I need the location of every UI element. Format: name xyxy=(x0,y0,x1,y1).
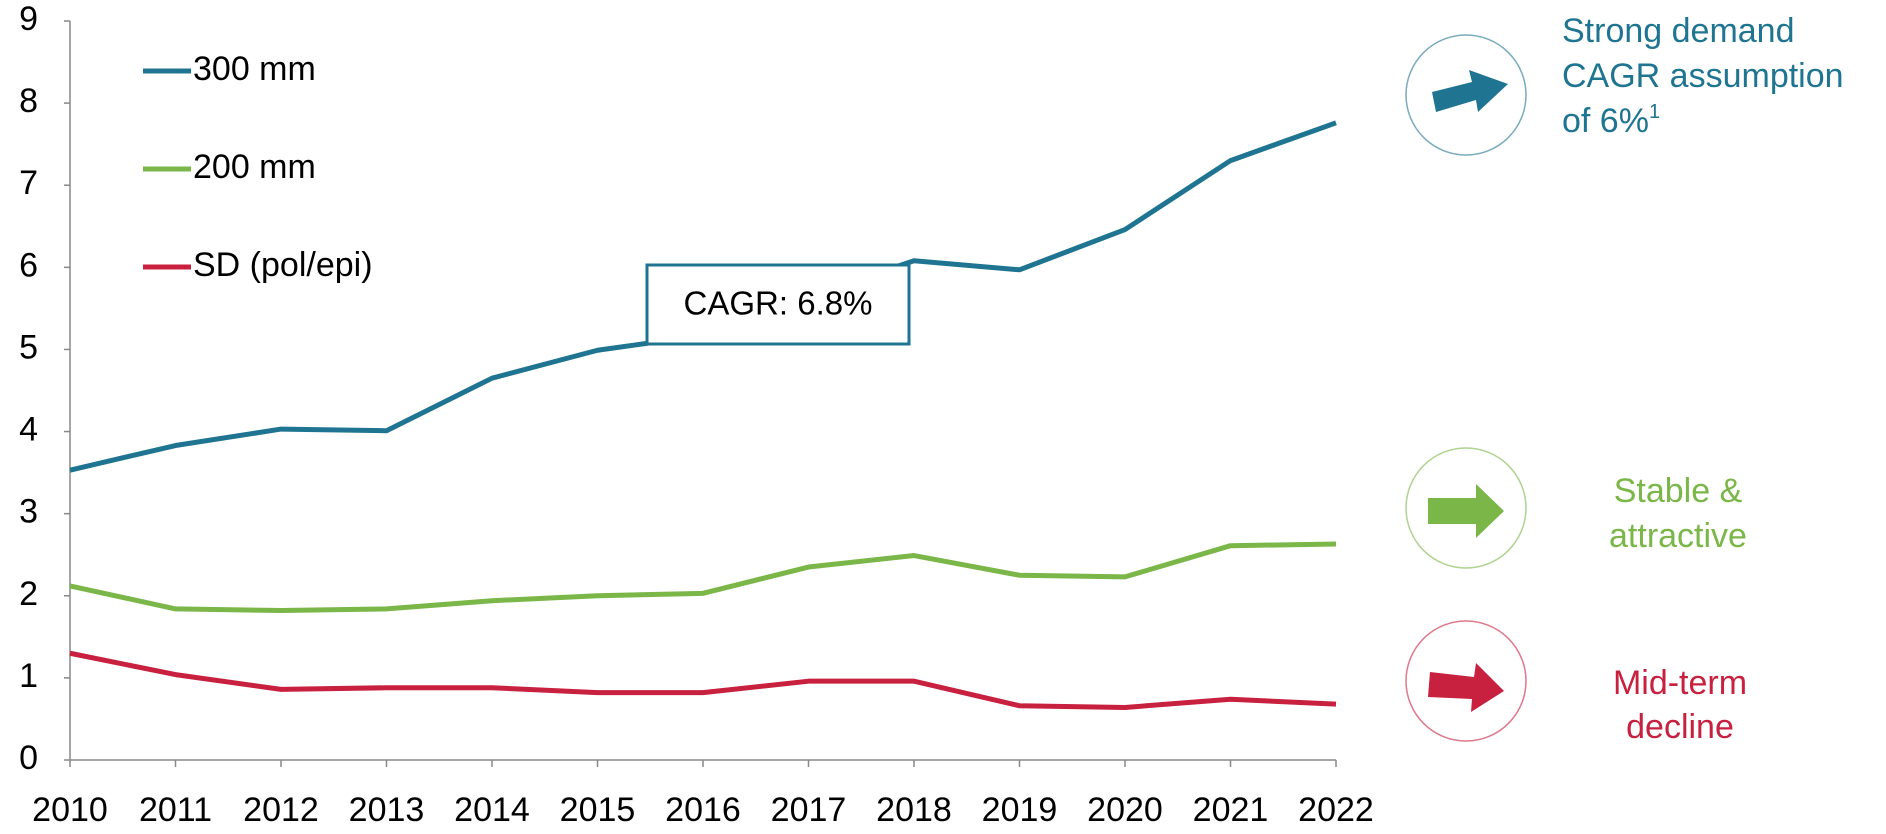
legend-label: SD (pol/epi) xyxy=(193,246,373,284)
annotation: CAGR: 6.8% xyxy=(684,285,873,322)
outlook-line: decline xyxy=(1626,708,1734,746)
series-line xyxy=(69,650,1337,710)
x-tick-label: 2012 xyxy=(243,791,319,829)
annotation-box xyxy=(645,263,911,346)
icon-circle xyxy=(1405,34,1527,156)
icon-arrow xyxy=(1432,70,1508,112)
y-tick-label: 0 xyxy=(19,739,38,777)
x-tick-label: 2022 xyxy=(1298,791,1374,829)
outlook-line: CAGR assumption xyxy=(1562,57,1844,95)
y-tick-label: 2 xyxy=(19,575,38,613)
x-tick-label: 2021 xyxy=(1193,791,1269,829)
y-tick-label: 1 xyxy=(19,657,38,695)
legend-label: 300 mm xyxy=(193,50,316,88)
outlook-text: of 6%1 xyxy=(1562,101,1660,140)
outlook-line: Strong demand xyxy=(1562,12,1795,50)
outlook-superscript: 1 xyxy=(1649,101,1660,123)
series-line xyxy=(69,541,1337,614)
x-tick-label: 2017 xyxy=(771,791,847,829)
y-tick-label: 3 xyxy=(19,493,38,531)
legend-label: 200 mm xyxy=(193,148,316,186)
y-tick-label: 6 xyxy=(19,246,38,284)
x-tick-label: 2013 xyxy=(349,791,425,829)
x-tick-label: 2016 xyxy=(665,791,741,829)
outlook-line: of 6% xyxy=(1562,102,1649,140)
icon-arrow xyxy=(1428,484,1504,538)
icon-circle xyxy=(1405,447,1527,569)
x-tick-label: 2018 xyxy=(876,791,952,829)
x-tick-label: 2015 xyxy=(560,791,636,829)
outlook-text: Mid-term xyxy=(1613,664,1747,702)
outlook-icons xyxy=(1405,34,1527,742)
outlook-line: Stable & xyxy=(1614,472,1743,510)
outlook-text: CAGR assumption xyxy=(1562,57,1844,95)
outlook-text: Strong demand xyxy=(1562,12,1795,50)
icon-circle xyxy=(1405,620,1527,742)
outlook-text: Stable & xyxy=(1614,472,1743,510)
x-tick-label: 2014 xyxy=(454,791,530,829)
y-tick-label: 9 xyxy=(19,0,38,38)
x-tick-label: 2010 xyxy=(32,791,108,829)
x-tick-label: 2019 xyxy=(982,791,1058,829)
x-tick-label: 2011 xyxy=(139,791,212,829)
outlook-line: Mid-term xyxy=(1613,664,1747,702)
y-tick-label: 5 xyxy=(19,328,38,366)
x-tick-label: 2020 xyxy=(1087,791,1163,829)
outlook-text: decline xyxy=(1626,708,1734,746)
y-tick-label: 4 xyxy=(19,411,38,449)
icon-arrow xyxy=(1428,663,1504,712)
outlook-line: attractive xyxy=(1609,517,1747,555)
outlook-text: attractive xyxy=(1609,517,1747,555)
y-tick-label: 8 xyxy=(19,82,38,120)
y-tick-label: 7 xyxy=(19,164,38,202)
